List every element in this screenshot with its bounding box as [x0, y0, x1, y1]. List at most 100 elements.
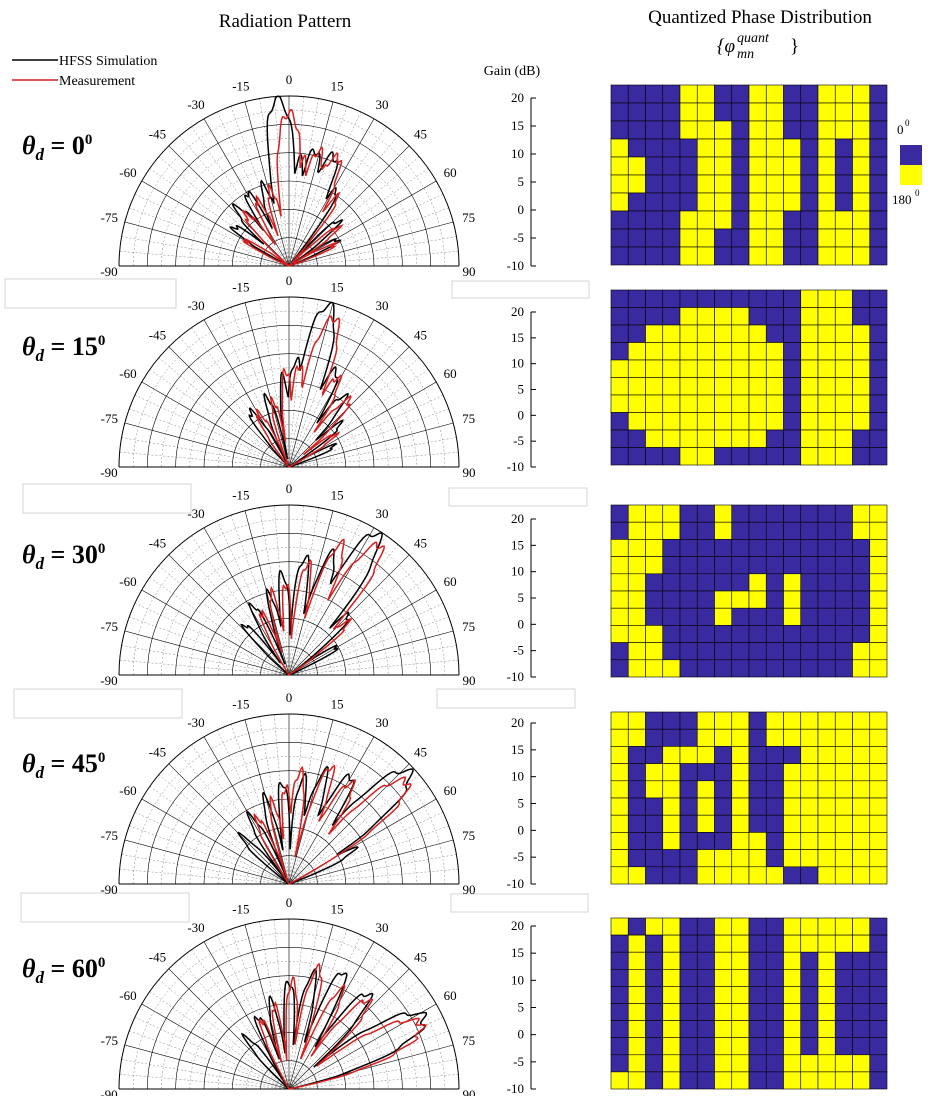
phase-cell: [679, 1037, 698, 1056]
phase-cell: [627, 866, 646, 885]
phase-cell: [783, 917, 802, 936]
phase-cell: [869, 394, 888, 413]
phase-cell: [662, 307, 681, 326]
phase-cell: [645, 849, 664, 868]
gain-tick-label: -5: [513, 230, 524, 245]
phase-symbol-sub: mn: [737, 47, 754, 62]
phase-cell: [852, 102, 871, 122]
phase-cell: [645, 573, 664, 592]
phase-cell: [852, 1020, 871, 1038]
phase-cell: [662, 377, 681, 396]
phase-cell: [869, 102, 888, 122]
polar-angle-label: 30: [376, 506, 389, 521]
phase-cell: [869, 138, 888, 158]
gain-tick-label: 10: [511, 769, 524, 784]
gain-tick-label: -5: [513, 643, 524, 658]
phase-cell: [817, 642, 836, 661]
phase-cell: [645, 797, 664, 816]
polar-angle-label: -45: [149, 327, 166, 342]
phase-cell: [765, 246, 784, 266]
phase-symbol-base: {φ: [717, 36, 735, 57]
phase-cell: [765, 1020, 784, 1038]
phase-cell: [800, 625, 819, 643]
phase-cell: [731, 359, 750, 378]
phase-cell: [783, 1003, 802, 1021]
phase-cell: [731, 138, 750, 158]
phase-cell: [696, 849, 715, 868]
polar-angle-label: 45: [414, 949, 427, 964]
phase-cell: [679, 102, 698, 122]
phase-cell: [679, 590, 698, 609]
phase-cell: [627, 521, 646, 540]
phase-cell: [817, 539, 836, 557]
phase-cell: [765, 324, 784, 343]
phase-cell: [679, 968, 698, 987]
polar-angle-label: 90: [463, 673, 476, 688]
phase-cell: [834, 1037, 853, 1056]
phase-cell: [800, 120, 819, 140]
phase-cell: [662, 642, 681, 661]
phase-cell: [834, 1020, 853, 1038]
phase-cell: [731, 711, 750, 730]
phase-cell: [765, 210, 784, 230]
phase-cell: [852, 447, 871, 466]
polar-ring: [118, 918, 460, 1090]
phase-cell: [783, 780, 802, 799]
polar-angle-label: -60: [119, 988, 136, 1003]
phase-cell: [627, 746, 646, 764]
phase-cell: [783, 573, 802, 592]
phase-cell: [817, 377, 836, 396]
polar-ring: [203, 180, 375, 267]
meas-pattern-line: [253, 764, 412, 885]
phase-cell: [800, 289, 819, 308]
phase-cell: [783, 607, 802, 626]
phase-cell: [765, 521, 784, 540]
phase-cell: [852, 504, 871, 523]
phase-cell: [852, 849, 871, 868]
phase-cell: [817, 763, 836, 782]
phase-cell: [852, 728, 871, 747]
phase-cell: [748, 849, 767, 868]
gain-tick-label: -5: [513, 849, 524, 864]
polar-angle-label: 15: [331, 901, 344, 916]
phase-cell: [783, 342, 802, 361]
phase-cell: [714, 986, 733, 1004]
polar-angle-label: 90: [463, 465, 476, 480]
phase-cell: [679, 728, 698, 747]
gain-tick-label: -10: [507, 1081, 524, 1096]
phase-cell: [662, 174, 681, 194]
blank-box: [448, 487, 588, 507]
phase-cell: [817, 1054, 836, 1073]
polar-ring: [260, 1060, 318, 1090]
phase-cell: [748, 934, 767, 953]
phase-cell: [731, 625, 750, 643]
phase-cell: [679, 1003, 698, 1021]
phase-cell: [800, 642, 819, 661]
phase-cell: [731, 934, 750, 953]
phase-cell: [748, 968, 767, 987]
phase-cell: [679, 120, 698, 140]
phase-cell: [800, 832, 819, 850]
phase-cell: [610, 394, 629, 413]
phase-cell: [817, 986, 836, 1004]
phase-cell: [834, 780, 853, 799]
polar-ring: [274, 452, 304, 468]
phase-cell: [817, 102, 836, 122]
phase-cell: [645, 394, 664, 413]
gain-tick-label: -5: [513, 433, 524, 448]
phase-cell: [731, 746, 750, 764]
polar-angle-label: 45: [414, 744, 427, 759]
phase-cell: [679, 174, 698, 194]
phase-cell: [714, 447, 733, 466]
gain-tick-label: 10: [511, 356, 524, 371]
panels: -90 -75 -60 -45 -30 -15 0 15 30 45 60 75 90 θd = 00 20…: [22, 72, 888, 1096]
phase-cell: [783, 324, 802, 343]
phase-cell: [869, 832, 888, 850]
phase-cell: [783, 504, 802, 523]
polar-ring: [175, 975, 403, 1090]
blank-box: [451, 280, 590, 299]
phase-cell: [748, 590, 767, 609]
phase-cell: [834, 521, 853, 540]
phase-cell: [748, 1054, 767, 1073]
phase-cell: [852, 324, 871, 343]
